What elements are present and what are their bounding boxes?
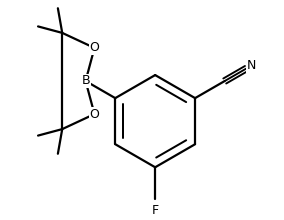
Text: N: N — [247, 59, 256, 72]
Text: O: O — [89, 108, 99, 121]
Text: F: F — [152, 204, 159, 217]
Text: O: O — [89, 41, 99, 54]
Text: B: B — [81, 75, 90, 88]
